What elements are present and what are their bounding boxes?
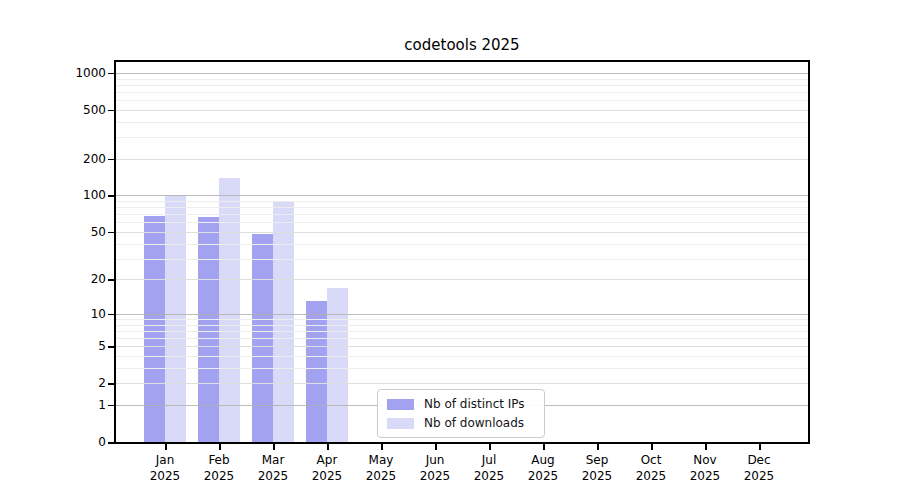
gridline-minor bbox=[116, 100, 808, 101]
y-tick-mark bbox=[108, 110, 114, 112]
gridline-minor bbox=[116, 85, 808, 86]
y-tick-mark bbox=[108, 314, 114, 316]
y-tick-mark bbox=[108, 346, 114, 348]
y-tick-label: 0 bbox=[40, 434, 106, 450]
y-tick-label: 200 bbox=[40, 151, 106, 167]
x-tick-mark bbox=[219, 444, 221, 450]
gridline-minor bbox=[116, 244, 808, 245]
gridline-minor bbox=[116, 201, 808, 202]
gridline-minor bbox=[116, 319, 808, 320]
gridline-minor bbox=[116, 325, 808, 326]
x-tick-mark bbox=[381, 444, 383, 450]
x-tick-label: May 2025 bbox=[354, 452, 408, 484]
x-tick-label: Dec 2025 bbox=[732, 452, 786, 484]
x-tick-label: Nov 2025 bbox=[678, 452, 732, 484]
y-tick-label: 20 bbox=[40, 271, 106, 287]
gridline-minor bbox=[116, 92, 808, 93]
gridline-minor bbox=[116, 79, 808, 80]
x-tick-mark bbox=[543, 444, 545, 450]
gridline-minor bbox=[116, 356, 808, 357]
gridline-major bbox=[116, 195, 808, 196]
y-tick-label: 1 bbox=[40, 397, 106, 413]
x-tick-mark bbox=[597, 444, 599, 450]
y-tick-label: 1000 bbox=[40, 65, 106, 81]
x-tick-label: Mar 2025 bbox=[246, 452, 300, 484]
x-tick-mark bbox=[327, 444, 329, 450]
y-tick-mark bbox=[108, 232, 114, 234]
x-tick-label: Sep 2025 bbox=[570, 452, 624, 484]
legend: Nb of distinct IPs Nb of downloads bbox=[377, 389, 545, 438]
x-tick-label: Jul 2025 bbox=[462, 452, 516, 484]
x-tick-label: Apr 2025 bbox=[300, 452, 354, 484]
x-tick-mark bbox=[435, 444, 437, 450]
x-tick-label: Jun 2025 bbox=[408, 452, 462, 484]
y-tick-label: 100 bbox=[40, 187, 106, 203]
y-tick-mark bbox=[108, 159, 114, 161]
bar-downloads bbox=[219, 178, 240, 442]
gridline-minor bbox=[116, 279, 808, 280]
y-tick-mark bbox=[108, 279, 114, 281]
gridline-minor bbox=[116, 346, 808, 347]
download-stats-chart: codetools 2025 Nb of distinct IPs Nb of … bbox=[0, 0, 900, 500]
bar-distinct-ips bbox=[144, 216, 165, 442]
gridline-minor bbox=[116, 259, 808, 260]
gridline-minor bbox=[116, 159, 808, 160]
legend-item-downloads: Nb of downloads bbox=[387, 416, 535, 430]
bar-distinct-ips bbox=[198, 217, 219, 442]
gridline-major bbox=[116, 314, 808, 315]
bar-downloads bbox=[327, 288, 348, 442]
x-tick-mark bbox=[651, 444, 653, 450]
legend-item-distinct-ips: Nb of distinct IPs bbox=[387, 397, 535, 411]
gridline-minor bbox=[116, 137, 808, 138]
y-tick-label: 2 bbox=[40, 375, 106, 391]
x-tick-mark bbox=[273, 444, 275, 450]
y-tick-mark bbox=[108, 383, 114, 385]
gridline-minor bbox=[116, 368, 808, 369]
gridline-minor bbox=[116, 338, 808, 339]
gridline-minor bbox=[116, 110, 808, 111]
gridline-minor bbox=[116, 214, 808, 215]
x-tick-mark bbox=[165, 444, 167, 450]
gridline-minor bbox=[116, 331, 808, 332]
y-tick-mark bbox=[108, 73, 114, 75]
x-tick-label: Aug 2025 bbox=[516, 452, 570, 484]
gridline-minor bbox=[116, 122, 808, 123]
y-tick-label: 5 bbox=[40, 338, 106, 354]
x-tick-mark bbox=[705, 444, 707, 450]
x-tick-label: Feb 2025 bbox=[192, 452, 246, 484]
x-tick-mark bbox=[759, 444, 761, 450]
legend-swatch-downloads bbox=[387, 418, 414, 429]
gridline-major bbox=[116, 73, 808, 74]
legend-swatch-distinct-ips bbox=[387, 399, 414, 410]
y-tick-mark bbox=[108, 405, 114, 407]
gridline-minor bbox=[116, 207, 808, 208]
y-tick-mark bbox=[108, 442, 114, 444]
y-tick-label: 10 bbox=[40, 306, 106, 322]
x-tick-label: Jan 2025 bbox=[138, 452, 192, 484]
chart-title: codetools 2025 bbox=[114, 36, 810, 54]
bar-distinct-ips bbox=[306, 301, 327, 442]
y-tick-label: 500 bbox=[40, 102, 106, 118]
gridline-minor bbox=[116, 222, 808, 223]
y-tick-label: 50 bbox=[40, 224, 106, 240]
gridline-minor bbox=[116, 383, 808, 384]
y-tick-mark bbox=[108, 195, 114, 197]
legend-label-downloads: Nb of downloads bbox=[424, 416, 524, 430]
x-tick-label: Oct 2025 bbox=[624, 452, 678, 484]
plot-area bbox=[114, 60, 810, 444]
gridline-minor bbox=[116, 232, 808, 233]
x-tick-mark bbox=[489, 444, 491, 450]
legend-label-distinct-ips: Nb of distinct IPs bbox=[424, 397, 525, 411]
